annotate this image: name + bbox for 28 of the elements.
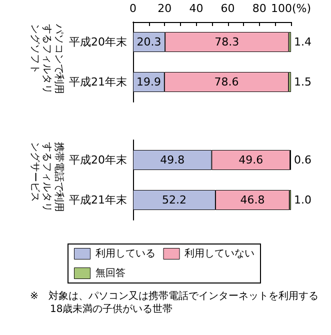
data-label: 78.6: [214, 76, 239, 88]
data-label: 78.3: [214, 36, 240, 48]
y-axis-title: パソコンで利用するフィルタリングソフト: [28, 24, 64, 96]
y-axis-title: 携帯電話で利用するフィルタリングサービス: [28, 142, 64, 214]
x-tick-label: 60: [220, 2, 235, 15]
data-label: 49.8: [160, 154, 185, 166]
y-tick-label: 平成20年末: [69, 36, 127, 48]
x-tick-label: 80: [252, 2, 266, 15]
x-tick-label: 0: [130, 2, 136, 15]
y-tick-label: 平成20年末: [69, 154, 127, 166]
data-label: 1.0: [294, 194, 312, 206]
legend-label: 利用していない: [184, 247, 254, 260]
y-tick-label: 平成21年末: [69, 76, 127, 88]
legend-label: 無回答: [95, 266, 126, 279]
x-tick-label: 20: [158, 2, 172, 15]
data-label: 46.8: [240, 194, 265, 206]
data-label: 1.5: [294, 76, 312, 88]
data-label: 20.3: [136, 36, 162, 48]
x-tick-label: 100(%): [270, 2, 312, 15]
data-label: 19.9: [136, 76, 161, 88]
legend-label: 利用している: [95, 247, 156, 260]
data-label: 0.6: [294, 154, 312, 166]
text: ※ 対象は、パソコン又は携帯電話でインターネットを利用する18歳未満の子供がいる世帯: [30, 290, 320, 316]
data-label: 52.2: [162, 194, 186, 206]
x-tick-label: 40: [189, 2, 204, 15]
data-label: 49.6: [238, 154, 264, 166]
y-tick-label: 平成21年末: [69, 194, 127, 206]
data-label: 1.4: [294, 36, 312, 48]
